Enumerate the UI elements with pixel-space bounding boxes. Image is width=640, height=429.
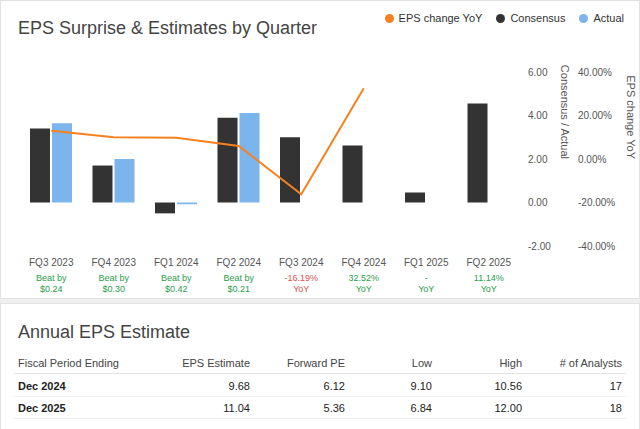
svg-text:Beat by: Beat by [36,273,67,283]
html-text:6.12: 6.12 [323,380,345,392]
svg-text:YoY: YoY [356,284,372,294]
html-text:EPS Surprise & Estimates by Qu: EPS Surprise & Estimates by Quarter [18,18,318,38]
html-text:Dec 2025: Dec 2025 [18,402,66,414]
svg-text:6.00: 6.00 [528,67,548,78]
svg-text:32.52%: 32.52% [348,273,379,283]
svg-text:40.00%: 40.00% [578,67,612,78]
svg-text:YoY: YoY [418,284,434,294]
svg-text:2.00: 2.00 [528,154,548,165]
html-text:6.84: 6.84 [410,402,432,414]
html-text:# of Analysts: # of Analysts [559,357,622,369]
html-text:9.68: 9.68 [228,380,250,392]
svg-text:YoY: YoY [293,284,309,294]
svg-text:FQ4 2024: FQ4 2024 [342,257,387,268]
html-text:5.36: 5.36 [323,402,345,414]
svg-text:-: - [425,273,428,283]
html-text:EPS change YoY: EPS change YoY [398,12,483,24]
svg-text:-2.00: -2.00 [528,241,551,252]
html-text:Low: Low [411,357,432,369]
svg-text:0.00: 0.00 [528,197,548,208]
svg-text:4.00: 4.00 [528,110,548,121]
html-text:Actual: Actual [593,12,624,24]
html-text:High: High [499,357,522,369]
html-text:Consensus: Consensus [510,12,566,24]
svg-text:11.14%: 11.14% [474,273,504,283]
html-text:10.56: 10.56 [494,380,522,392]
svg-text:-16.19%: -16.19% [284,273,318,283]
svg-text:FQ1 2024: FQ1 2024 [154,257,199,268]
html-text:Annual EPS Estimate: Annual EPS Estimate [18,322,191,342]
svg-text:0.00%: 0.00% [578,154,606,165]
svg-text:FQ1 2025: FQ1 2025 [404,257,449,268]
svg-text:FQ2 2024: FQ2 2024 [217,257,262,268]
svg-text:FQ3 2023: FQ3 2023 [29,257,74,268]
svg-text:$0.24: $0.24 [40,284,63,294]
svg-text:FQ3 2024: FQ3 2024 [279,257,324,268]
svg-text:$0.30: $0.30 [102,284,125,294]
html-text:Fiscal Period Ending: Fiscal Period Ending [18,357,119,369]
html-text:Forward PE: Forward PE [286,357,345,369]
svg-text:20.00%: 20.00% [578,110,612,121]
svg-text:$0.42: $0.42 [165,284,188,294]
svg-text:EPS change YoY: EPS change YoY [625,75,632,159]
html-text:17: 17 [609,380,622,392]
html-text:11.04: 11.04 [223,402,250,414]
svg-text:-40.00%: -40.00% [578,241,615,252]
svg-text:Beat by: Beat by [223,273,254,283]
html-text:12.00: 12.00 [494,402,522,414]
svg-text:$0.21: $0.21 [227,284,250,294]
svg-text:-20.00%: -20.00% [578,197,615,208]
svg-text:YoY: YoY [481,284,497,294]
html-text:EPS Estimate: EPS Estimate [182,357,250,369]
html-text:18: 18 [609,402,622,414]
svg-text:Beat by: Beat by [161,273,192,283]
svg-text:FQ2 2025: FQ2 2025 [467,257,512,268]
svg-text:FQ4 2023: FQ4 2023 [92,257,137,268]
html-text:Dec 2024: Dec 2024 [18,380,66,392]
svg-text:Consensus / Actual: Consensus / Actual [559,65,571,159]
svg-text:Beat by: Beat by [98,273,129,283]
html-text:9.10: 9.10 [410,380,432,392]
